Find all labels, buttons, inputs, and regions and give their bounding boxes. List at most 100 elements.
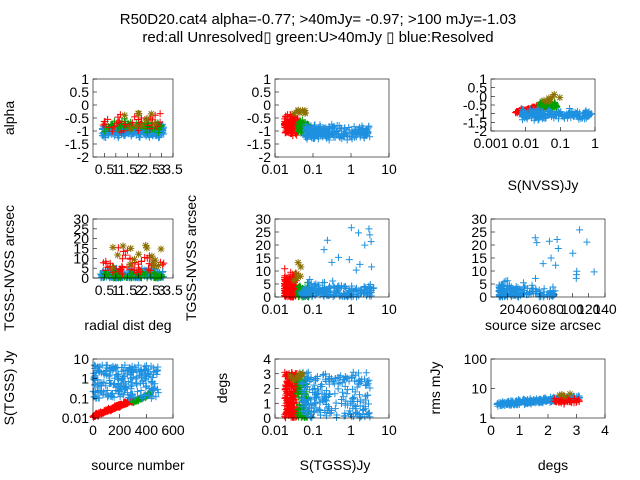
data-point — [283, 119, 291, 127]
data-point — [523, 284, 531, 292]
data-point-star — [148, 252, 156, 260]
data-point — [295, 413, 303, 421]
data-point — [502, 400, 510, 408]
data-point — [325, 284, 333, 292]
data-point — [143, 128, 151, 136]
data-point — [334, 385, 342, 393]
data-point — [537, 289, 545, 297]
data-point — [310, 409, 318, 417]
data-point — [310, 381, 318, 389]
x-tick-label: 0.01 — [512, 135, 539, 151]
data-point — [125, 367, 133, 375]
data-point — [306, 386, 314, 394]
data-point — [133, 388, 141, 396]
data-point — [137, 392, 145, 400]
data-point — [103, 386, 111, 394]
data-point — [550, 397, 558, 405]
data-point — [322, 131, 330, 139]
data-point — [365, 400, 373, 408]
data-point-star — [149, 258, 157, 266]
data-point — [583, 238, 591, 246]
data-point — [108, 127, 116, 135]
data-point — [126, 254, 134, 262]
data-point — [142, 362, 150, 370]
data-point — [141, 362, 149, 370]
y-tick-label: 20 — [255, 237, 271, 253]
data-point — [365, 225, 373, 233]
data-point — [531, 108, 539, 116]
y-tick-label: 0 — [263, 289, 271, 305]
y-axis-label: TGSS-NVSS arcsec — [1, 205, 17, 331]
data-point-star — [121, 111, 129, 119]
data-point — [338, 388, 346, 396]
data-point — [526, 105, 534, 113]
data-point-star — [143, 244, 151, 252]
data-point — [343, 390, 351, 398]
data-point — [508, 287, 516, 295]
x-tick-label: 80 — [548, 301, 564, 317]
data-point — [105, 124, 113, 132]
data-point — [545, 107, 553, 115]
plot-frame — [92, 358, 174, 419]
x-tick-label: 3.5 — [163, 161, 183, 177]
data-point — [362, 287, 370, 295]
data-point-star — [143, 115, 151, 123]
data-point — [369, 285, 377, 293]
data-point — [516, 396, 524, 404]
data-point — [314, 385, 322, 393]
data-point — [284, 377, 292, 385]
data-point — [299, 292, 307, 300]
y-tick-label: -2 — [475, 123, 488, 139]
data-point — [134, 116, 142, 123]
y-tick-label: -1 — [475, 106, 488, 122]
y-tick-label: 25 — [471, 224, 487, 240]
data-point — [362, 369, 370, 377]
data-point — [328, 123, 336, 131]
data-point — [298, 378, 306, 386]
data-point — [361, 131, 369, 139]
data-point — [342, 397, 350, 405]
data-point-star — [556, 391, 564, 399]
data-point — [142, 383, 150, 391]
data-point — [355, 376, 363, 384]
data-point — [312, 393, 320, 401]
data-point — [100, 378, 108, 386]
x-tick-label: 3 — [573, 422, 581, 438]
y-tick-label: 0 — [81, 270, 89, 286]
data-point — [281, 265, 289, 273]
data-point — [100, 388, 108, 396]
data-point — [293, 131, 301, 139]
data-point-star — [109, 264, 117, 272]
data-point — [365, 123, 373, 131]
data-point — [527, 290, 535, 298]
data-point — [106, 371, 114, 379]
data-point — [545, 237, 553, 245]
data-point — [350, 123, 358, 131]
data-point-star — [114, 251, 122, 259]
x-tick-label: 3 — [158, 282, 166, 298]
data-point-star — [150, 262, 158, 270]
data-point — [147, 379, 155, 387]
data-point — [299, 395, 307, 403]
x-axis-label: S(TGSS)Jy — [300, 457, 371, 473]
data-point — [361, 128, 369, 136]
data-point — [327, 409, 335, 417]
figure-title-line1: R50D20.cat4 alpha=-0.77; >40mJy= -0.97; … — [120, 11, 517, 28]
data-point — [323, 236, 331, 244]
data-point — [330, 380, 338, 388]
data-point — [145, 373, 153, 381]
x-tick-label: 20 — [499, 301, 515, 317]
data-point — [132, 131, 140, 139]
x-tick-label: 0.1 — [303, 301, 323, 317]
data-point — [128, 119, 136, 127]
y-tick-label: 0 — [263, 97, 271, 113]
data-point — [146, 267, 154, 275]
data-point — [316, 398, 324, 406]
data-point — [494, 402, 502, 410]
data-point — [315, 125, 323, 133]
data-point — [340, 125, 348, 133]
data-point — [340, 283, 348, 291]
y-tick-label: 20 — [73, 231, 89, 247]
